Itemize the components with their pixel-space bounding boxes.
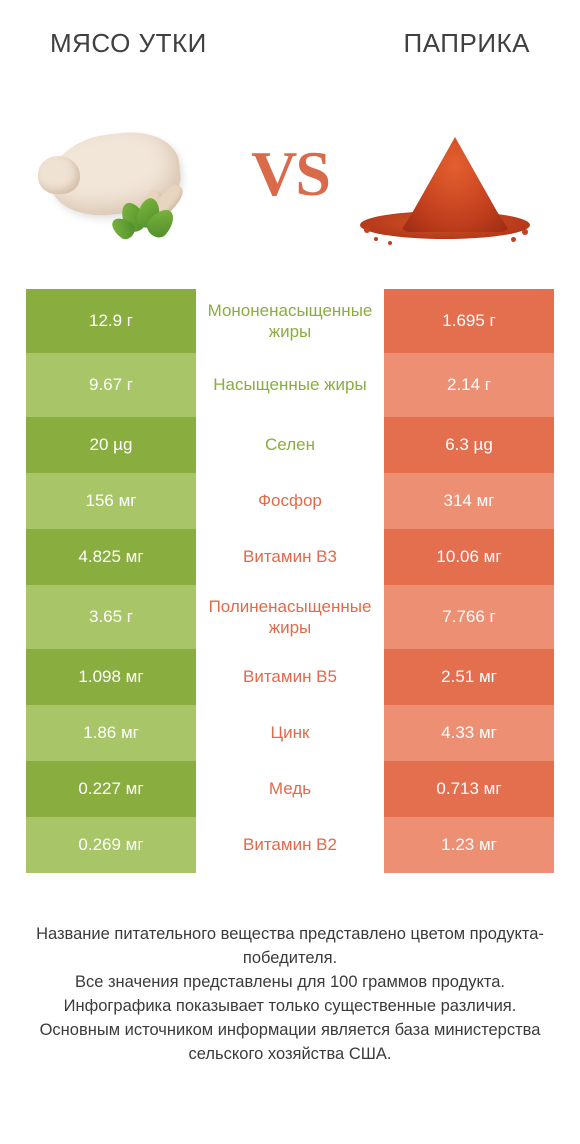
nutrient-label: Полиненасыщенные жиры	[196, 585, 384, 649]
table-row: 3.65 гПолиненасыщенные жиры7.766 г	[26, 585, 554, 649]
value-right: 4.33 мг	[384, 705, 554, 761]
value-right: 1.23 мг	[384, 817, 554, 873]
nutrient-label: Селен	[196, 417, 384, 473]
table-row: 20 µgСелен6.3 µg	[26, 417, 554, 473]
nutrient-label: Витамин B3	[196, 529, 384, 585]
footer-text: Название питательного вещества представл…	[34, 923, 546, 1067]
value-left: 12.9 г	[26, 289, 196, 353]
vs-label: VS	[251, 137, 329, 211]
value-right: 2.51 мг	[384, 649, 554, 705]
value-right: 10.06 мг	[384, 529, 554, 585]
table-row: 9.67 гНасыщенные жиры2.14 г	[26, 353, 554, 417]
table-row: 12.9 гМононенасыщенные жиры1.695 г	[26, 289, 554, 353]
value-right: 314 мг	[384, 473, 554, 529]
paprika-illustration	[350, 94, 550, 254]
value-left: 1.098 мг	[26, 649, 196, 705]
nutrient-label: Цинк	[196, 705, 384, 761]
table-row: 156 мгФосфор314 мг	[26, 473, 554, 529]
nutrient-label: Витамин B2	[196, 817, 384, 873]
table-row: 0.227 мгМедь0.713 мг	[26, 761, 554, 817]
value-left: 20 µg	[26, 417, 196, 473]
duck-illustration	[30, 94, 230, 254]
value-left: 0.269 мг	[26, 817, 196, 873]
value-left: 1.86 мг	[26, 705, 196, 761]
nutrient-label: Насыщенные жиры	[196, 353, 384, 417]
nutrient-label: Фосфор	[196, 473, 384, 529]
value-left: 9.67 г	[26, 353, 196, 417]
value-left: 156 мг	[26, 473, 196, 529]
header: МЯСО УТКИ ПАПРИКА	[0, 0, 580, 69]
hero: VS	[0, 69, 580, 279]
table-row: 1.86 мгЦинк4.33 мг	[26, 705, 554, 761]
table-row: 0.269 мгВитамин B21.23 мг	[26, 817, 554, 873]
value-right: 0.713 мг	[384, 761, 554, 817]
value-right: 1.695 г	[384, 289, 554, 353]
nutrient-label: Витамин B5	[196, 649, 384, 705]
comparison-table: 12.9 гМононенасыщенные жиры1.695 г9.67 г…	[26, 289, 554, 873]
value-right: 7.766 г	[384, 585, 554, 649]
value-left: 4.825 мг	[26, 529, 196, 585]
value-left: 3.65 г	[26, 585, 196, 649]
table-row: 4.825 мгВитамин B310.06 мг	[26, 529, 554, 585]
title-right: ПАПРИКА	[404, 28, 530, 59]
title-left: МЯСО УТКИ	[50, 28, 207, 59]
value-right: 6.3 µg	[384, 417, 554, 473]
nutrient-label: Мононенасыщенные жиры	[196, 289, 384, 353]
table-row: 1.098 мгВитамин B52.51 мг	[26, 649, 554, 705]
value-left: 0.227 мг	[26, 761, 196, 817]
value-right: 2.14 г	[384, 353, 554, 417]
nutrient-label: Медь	[196, 761, 384, 817]
